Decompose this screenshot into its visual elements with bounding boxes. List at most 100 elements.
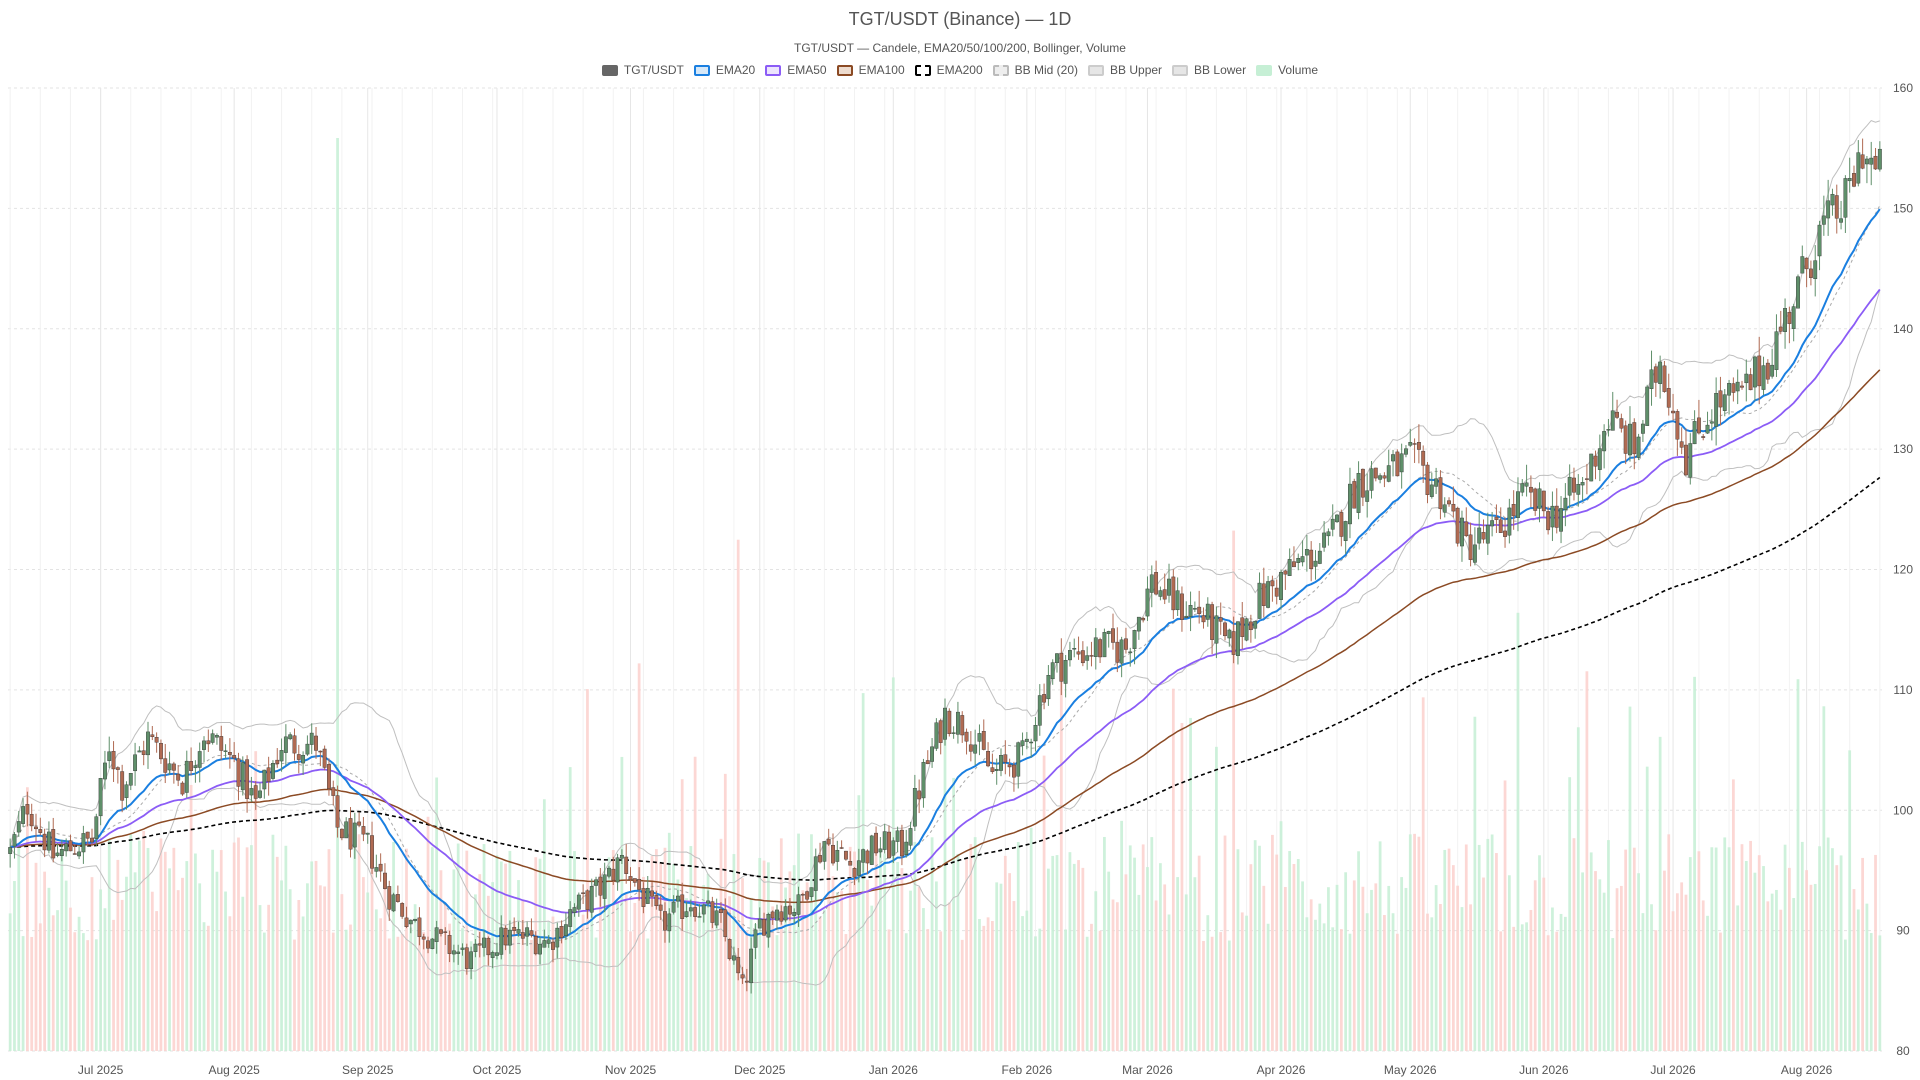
legend-item-ema20[interactable]: EMA20 — [693, 63, 755, 77]
legend-item-ema200[interactable]: EMA200 — [914, 63, 983, 77]
candle-body — [1593, 455, 1598, 467]
volume-bar — [103, 908, 107, 1051]
candle-body — [266, 767, 271, 782]
candle-body — [960, 715, 965, 736]
legend-item-bb-lower[interactable]: BB Lower — [1172, 63, 1246, 77]
volume-bar — [1731, 779, 1735, 1051]
candle-body — [675, 895, 680, 902]
volume-bar — [228, 916, 232, 1051]
volume-bar — [870, 905, 874, 1051]
candle-body — [1821, 215, 1826, 225]
legend-item-tgt-usdt[interactable]: TGT/USDT — [601, 63, 684, 77]
volume-bar — [224, 891, 227, 1051]
candle-body — [1830, 193, 1835, 206]
volume-bar — [650, 856, 654, 1051]
candle-body — [938, 720, 943, 743]
volume-bar — [73, 932, 77, 1051]
volume-bar — [1262, 885, 1266, 1051]
volume-bar — [383, 878, 387, 1051]
candle-body — [1589, 453, 1594, 482]
candle-body — [1843, 178, 1848, 218]
candle-body — [710, 901, 715, 923]
volume-bar — [1404, 887, 1408, 1051]
volume-bar — [1417, 836, 1421, 1051]
candle-body — [1584, 478, 1589, 480]
candle-body — [538, 943, 542, 955]
volume-bar — [1628, 706, 1632, 1051]
candle-body — [792, 912, 797, 916]
candle-body — [800, 894, 805, 896]
candle-body — [1292, 561, 1296, 568]
volume-bar — [1844, 939, 1847, 1051]
volume-bar — [874, 850, 878, 1051]
candle-body — [374, 867, 379, 872]
candle-body — [1434, 478, 1439, 487]
candle-body — [576, 894, 581, 910]
candle-body — [607, 867, 611, 877]
candle-body — [357, 821, 362, 826]
candle-body — [223, 750, 228, 752]
candle-body — [645, 888, 650, 904]
candle-body — [1055, 653, 1059, 664]
candle-body — [796, 894, 801, 915]
volume-bar — [297, 900, 301, 1051]
volume-bar — [736, 539, 740, 1051]
volume-bar — [1749, 840, 1752, 1051]
volume-bar — [1339, 929, 1343, 1051]
candle-body — [1214, 615, 1219, 644]
candle-body — [1266, 581, 1271, 608]
legend-item-ema50[interactable]: EMA50 — [765, 63, 827, 77]
volume-bar — [1650, 904, 1653, 1051]
candle-body — [1550, 505, 1555, 528]
candle-body — [1274, 587, 1279, 597]
volume-bar — [30, 936, 34, 1051]
volume-bar — [215, 871, 219, 1051]
legend-item-ema100[interactable]: EMA100 — [836, 63, 905, 77]
legend-item-bb-mid-20[interactable]: BB Mid (20) — [992, 63, 1078, 77]
candle-body — [8, 847, 13, 854]
volume-bar — [1068, 852, 1072, 1051]
volume-bar — [1115, 902, 1119, 1051]
volume-bar — [1727, 847, 1731, 1051]
candle-body — [413, 918, 418, 921]
candle-body — [1494, 516, 1499, 520]
volume-bar — [1352, 880, 1356, 1051]
candle-body — [572, 907, 577, 913]
volume-bar — [1615, 888, 1619, 1051]
volume-bar — [1865, 903, 1869, 1051]
volume-bar — [129, 834, 133, 1051]
candle-body — [1253, 620, 1258, 629]
volume-bar — [13, 881, 16, 1051]
candle-body — [589, 886, 594, 913]
volume-bar — [155, 911, 159, 1051]
volume-bar — [956, 853, 960, 1051]
candle-body — [1507, 507, 1512, 536]
volume-bar — [435, 777, 439, 1051]
candle-body — [1864, 158, 1869, 165]
legend-item-bb-upper[interactable]: BB Upper — [1088, 63, 1162, 77]
volume-bar — [1249, 864, 1253, 1051]
candle-body — [98, 778, 103, 817]
volume-bar — [1598, 879, 1602, 1051]
candle-body — [1404, 448, 1408, 455]
candle-body — [124, 784, 129, 798]
volume-bar — [1576, 727, 1580, 1051]
candle-body — [1231, 631, 1236, 655]
candle-body — [1757, 355, 1762, 387]
volume-bar — [1400, 877, 1404, 1051]
volume-bar — [1701, 900, 1705, 1051]
y-tick-label: 150 — [1893, 201, 1913, 215]
volume-bar — [1107, 871, 1111, 1051]
candle-body — [16, 821, 21, 833]
candle-body — [460, 947, 465, 950]
candle-body — [171, 763, 176, 771]
candle-body — [1089, 655, 1094, 657]
candle-body — [1472, 544, 1477, 563]
volume-bar — [43, 871, 46, 1051]
volume-bar — [116, 859, 120, 1051]
candle-body — [805, 891, 810, 900]
legend-item-volume[interactable]: Volume — [1256, 63, 1318, 77]
volume-bar — [611, 850, 615, 1051]
candle-body — [525, 927, 530, 937]
candle-body — [176, 773, 181, 781]
